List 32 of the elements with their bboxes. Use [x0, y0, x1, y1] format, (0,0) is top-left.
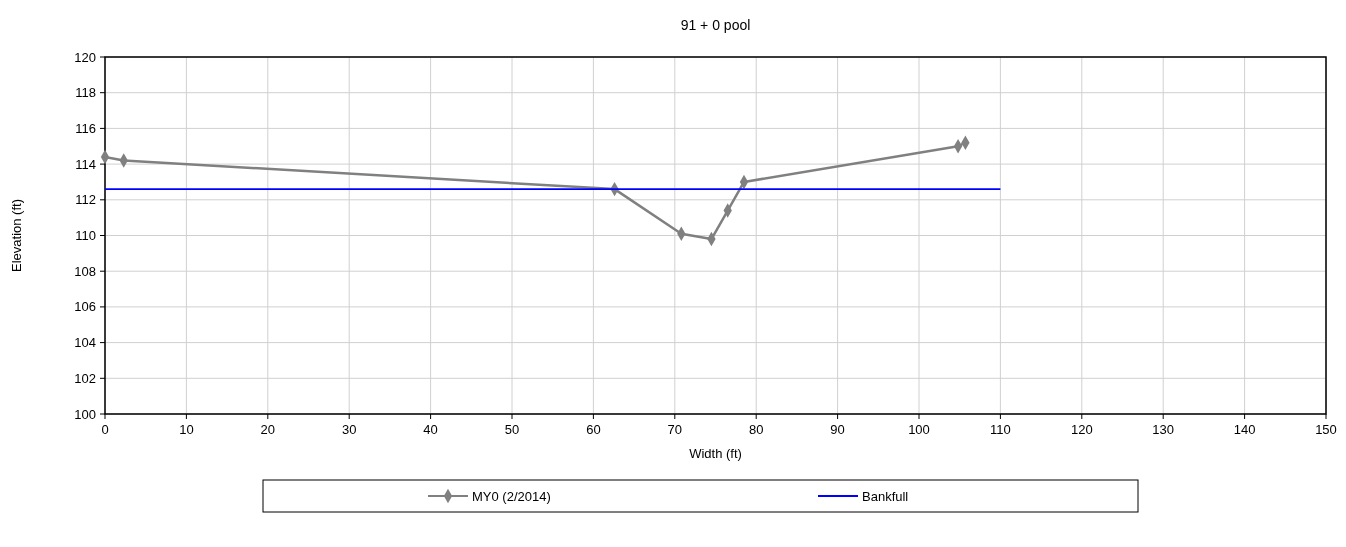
legend-label: Bankfull: [862, 488, 909, 504]
x-tick-label: 0: [101, 422, 109, 437]
chart-title: 91 + 0 pool: [680, 17, 751, 33]
x-tick-label: 40: [423, 422, 438, 437]
x-tick-label: 110: [990, 422, 1011, 437]
y-tick-label: 108: [74, 263, 96, 279]
y-tick-label: 114: [75, 156, 96, 172]
y-tick-label: 100: [74, 406, 96, 422]
x-tick-label: 140: [1233, 422, 1256, 437]
x-tick-label: 150: [1315, 422, 1337, 437]
x-tick-label: 10: [179, 422, 194, 437]
x-tick-label: 120: [1070, 422, 1093, 437]
x-tick-label: 30: [341, 422, 357, 437]
x-tick-label: 50: [504, 422, 520, 437]
y-tick-label: 106: [74, 299, 96, 315]
legend-label: MY0 (2/2014): [472, 488, 551, 504]
x-tick-label: 20: [260, 422, 276, 437]
x-tick-label: 60: [586, 422, 601, 437]
y-axis-title: Elevation (ft): [9, 199, 24, 272]
x-tick-label: 80: [748, 422, 764, 437]
y-tick-label: 110: [75, 228, 96, 243]
y-tick-label: 116: [75, 120, 96, 136]
y-tick-label: 102: [74, 370, 96, 386]
x-tick-label: 100: [908, 422, 930, 437]
x-tick-label: 70: [667, 422, 683, 437]
y-tick-label: 120: [74, 49, 96, 65]
x-tick-label: 130: [1152, 422, 1175, 437]
x-axis-title: Width (ft): [689, 446, 742, 461]
y-tick-label: 118: [75, 85, 96, 101]
y-tick-label: 104: [74, 335, 96, 351]
x-tick-label: 90: [830, 422, 845, 437]
y-tick-label: 112: [75, 192, 96, 208]
